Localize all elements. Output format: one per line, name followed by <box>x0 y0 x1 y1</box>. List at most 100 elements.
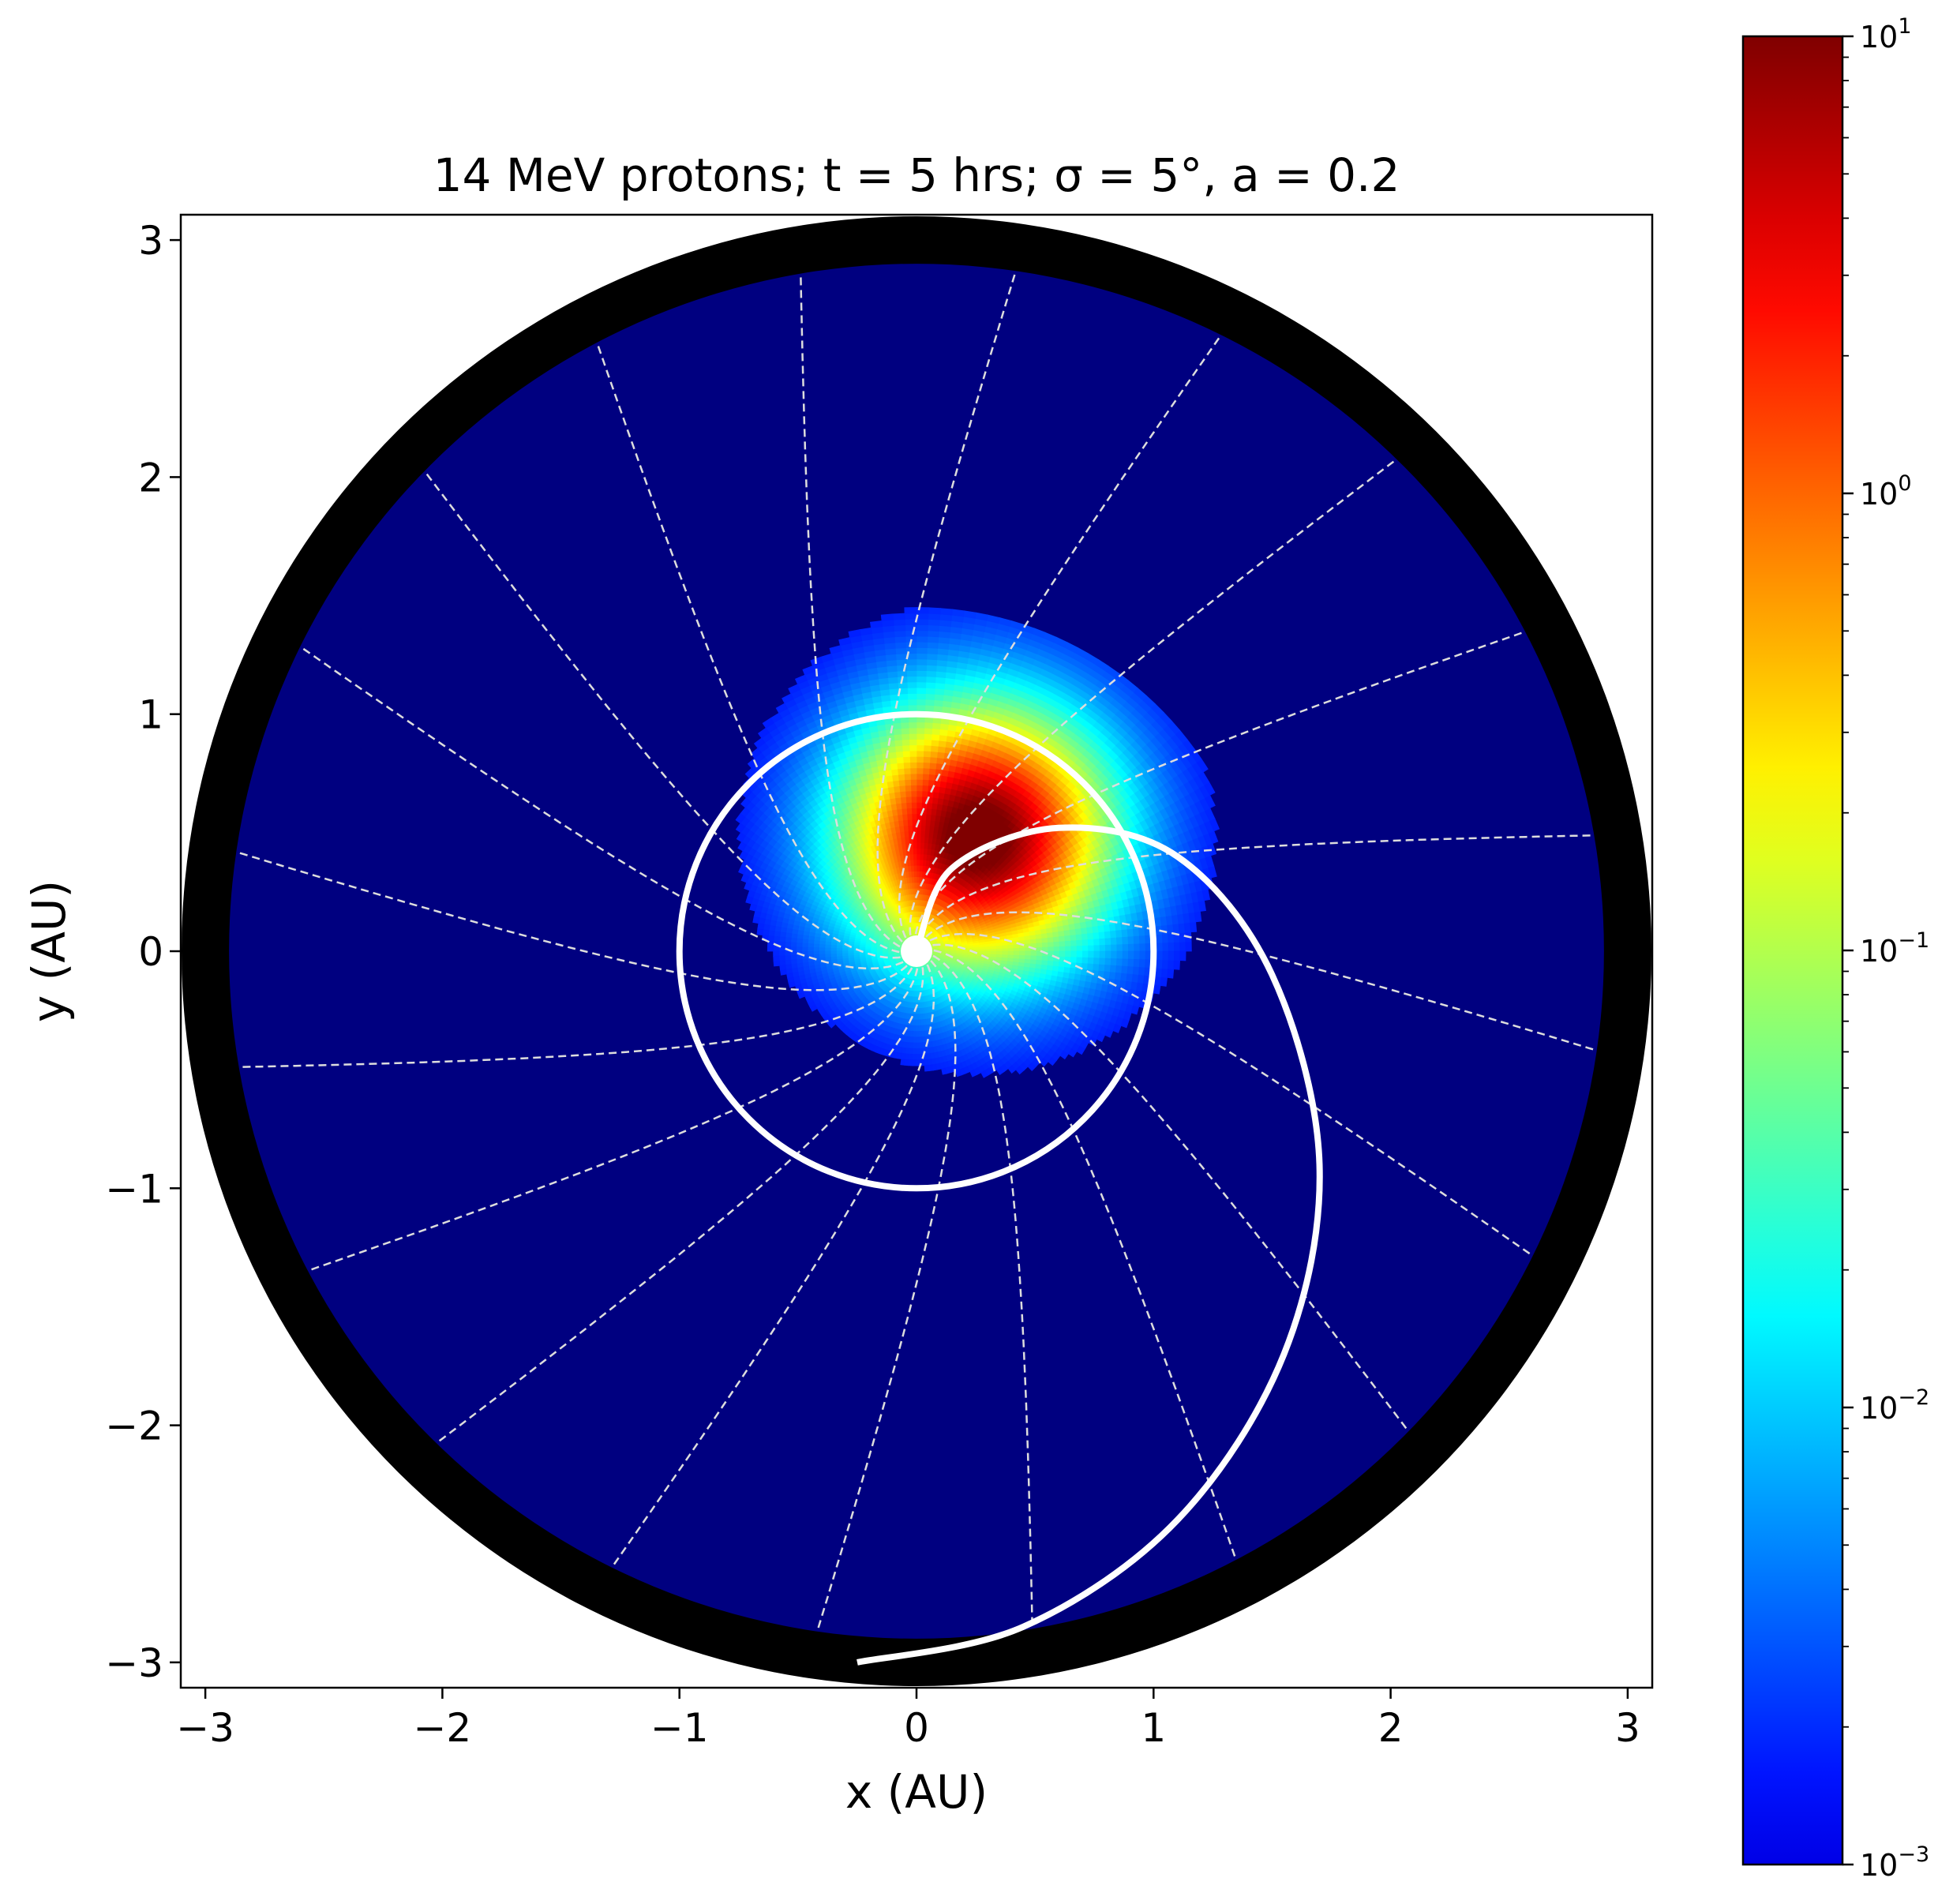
heatmap-cell <box>898 779 905 787</box>
heatmap-cell <box>1081 956 1089 964</box>
heatmap-cell <box>762 929 770 936</box>
heatmap-cell <box>916 841 921 849</box>
heatmap-cell <box>907 825 913 832</box>
heatmap-cell <box>990 950 998 954</box>
heatmap-cell <box>1018 954 1026 960</box>
heatmap-cell <box>903 773 911 781</box>
heatmap-cell <box>1087 957 1095 965</box>
heatmap-cell <box>921 790 928 797</box>
heatmap-cell <box>1076 950 1083 958</box>
heatmap-cell <box>898 785 906 793</box>
heatmap-cell <box>1070 939 1078 946</box>
heatmap-cell <box>913 1048 917 1055</box>
heatmap-cell <box>1030 954 1037 961</box>
heatmap-cell <box>909 1036 914 1044</box>
heatmap-cell <box>784 941 792 947</box>
heatmap-cell <box>906 813 913 820</box>
heatmap-cell <box>916 773 924 780</box>
heatmap-cell <box>1041 941 1049 947</box>
heatmap-cell <box>907 830 913 838</box>
heatmap-cell <box>752 916 760 924</box>
heatmap-cell <box>1013 947 1021 952</box>
heatmap-cell <box>801 946 808 952</box>
heatmap-cell <box>924 836 929 844</box>
heatmap-cell <box>1048 941 1055 947</box>
heatmap-cell <box>1087 938 1095 946</box>
heatmap-cell <box>1007 954 1014 959</box>
heatmap-cell <box>1059 945 1066 952</box>
heatmap-cell <box>916 882 920 889</box>
heatmap-cell <box>1076 956 1083 964</box>
heatmap-cell <box>924 825 931 832</box>
heatmap-cell <box>910 790 917 797</box>
heatmap-cell <box>910 801 917 809</box>
heatmap-cell <box>790 937 797 943</box>
heatmap-cell <box>1065 945 1072 952</box>
heatmap-cell <box>1059 961 1066 968</box>
heatmap-cell <box>908 1053 913 1061</box>
heatmap-cell <box>932 796 939 804</box>
heatmap-cell <box>916 1054 921 1061</box>
heatmap-cell <box>1036 942 1043 948</box>
heatmap-cell <box>1030 942 1037 948</box>
heatmap-cell <box>1024 958 1032 964</box>
heatmap-cell <box>824 944 831 949</box>
heatmap-cell <box>1013 950 1021 955</box>
heatmap-cell <box>778 955 785 961</box>
heatmap-cell <box>984 950 991 954</box>
heatmap-cell <box>1042 946 1049 952</box>
heatmap-cell <box>922 773 930 781</box>
heatmap-cell <box>916 859 920 866</box>
heatmap-cell <box>1070 934 1078 941</box>
heatmap-cell <box>909 773 917 780</box>
heatmap-cell <box>921 778 929 786</box>
heatmap-cell <box>780 969 788 976</box>
heatmap-cell <box>909 1042 914 1049</box>
heatmap-cell <box>911 819 917 826</box>
heatmap-cell <box>842 948 849 952</box>
heatmap-cell <box>1081 944 1089 952</box>
heatmap-cell <box>912 1054 917 1061</box>
plot-area <box>182 216 1651 1686</box>
heatmap-cell <box>1019 946 1026 952</box>
heatmap-cell <box>1053 946 1060 952</box>
heatmap-cell <box>956 950 963 954</box>
heatmap-cell <box>912 1059 917 1066</box>
heatmap-cell <box>925 813 932 821</box>
heatmap-cell <box>916 808 922 815</box>
heatmap-cell <box>1052 965 1059 972</box>
heatmap-cell <box>773 950 780 957</box>
heatmap-cell <box>912 841 917 849</box>
heatmap-cell <box>1081 950 1089 958</box>
heatmap-cell <box>913 853 917 860</box>
heatmap-cell <box>1080 927 1088 935</box>
heatmap-cell <box>1093 938 1100 946</box>
heatmap-cell <box>1081 939 1089 946</box>
heatmap-cell <box>1007 950 1014 955</box>
heatmap-cell <box>906 819 913 826</box>
heatmap-cell <box>796 942 803 948</box>
heatmap-cell <box>796 938 804 944</box>
heatmap-cell <box>928 767 936 775</box>
heatmap-cell <box>784 950 791 957</box>
heatmap-cell <box>913 1025 917 1033</box>
heatmap-cell <box>909 1048 914 1055</box>
heatmap-cell <box>1025 950 1032 956</box>
heatmap-cell <box>1029 958 1037 965</box>
heatmap-cell <box>911 813 917 820</box>
heatmap-cell <box>773 935 781 943</box>
heatmap-cell <box>1076 939 1083 946</box>
heatmap-cell <box>910 785 917 792</box>
heatmap-cell <box>756 928 764 935</box>
heatmap-cell <box>905 808 913 815</box>
heatmap-cell <box>824 947 831 952</box>
heatmap-cell <box>909 767 917 774</box>
heatmap-cell <box>790 954 797 961</box>
heatmap-cell <box>900 802 907 809</box>
heatmap-cell <box>784 955 792 961</box>
heatmap-cell <box>930 808 937 815</box>
heatmap-cell <box>916 778 924 786</box>
heatmap-cell <box>1048 946 1055 952</box>
heatmap-cell <box>1059 940 1066 947</box>
heatmap-cell <box>1088 944 1095 952</box>
